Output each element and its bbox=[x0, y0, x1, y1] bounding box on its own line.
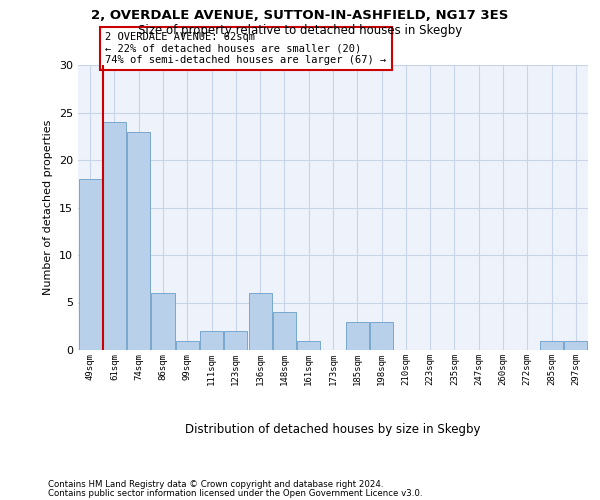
Bar bbox=[103, 122, 126, 350]
Bar bbox=[297, 340, 320, 350]
Bar bbox=[127, 132, 150, 350]
Bar bbox=[176, 340, 199, 350]
Text: Distribution of detached houses by size in Skegby: Distribution of detached houses by size … bbox=[185, 422, 481, 436]
Bar bbox=[79, 179, 101, 350]
Text: Contains public sector information licensed under the Open Government Licence v3: Contains public sector information licen… bbox=[48, 488, 422, 498]
Bar bbox=[224, 331, 247, 350]
Bar bbox=[200, 331, 223, 350]
Text: 2, OVERDALE AVENUE, SUTTON-IN-ASHFIELD, NG17 3ES: 2, OVERDALE AVENUE, SUTTON-IN-ASHFIELD, … bbox=[91, 9, 509, 22]
Bar bbox=[248, 293, 272, 350]
Text: 2 OVERDALE AVENUE: 62sqm
← 22% of detached houses are smaller (20)
74% of semi-d: 2 OVERDALE AVENUE: 62sqm ← 22% of detach… bbox=[106, 32, 386, 65]
Bar bbox=[346, 322, 369, 350]
Bar bbox=[565, 340, 587, 350]
Bar bbox=[273, 312, 296, 350]
Y-axis label: Number of detached properties: Number of detached properties bbox=[43, 120, 53, 295]
Text: Size of property relative to detached houses in Skegby: Size of property relative to detached ho… bbox=[138, 24, 462, 37]
Bar bbox=[370, 322, 393, 350]
Bar bbox=[151, 293, 175, 350]
Bar bbox=[540, 340, 563, 350]
Text: Contains HM Land Registry data © Crown copyright and database right 2024.: Contains HM Land Registry data © Crown c… bbox=[48, 480, 383, 489]
